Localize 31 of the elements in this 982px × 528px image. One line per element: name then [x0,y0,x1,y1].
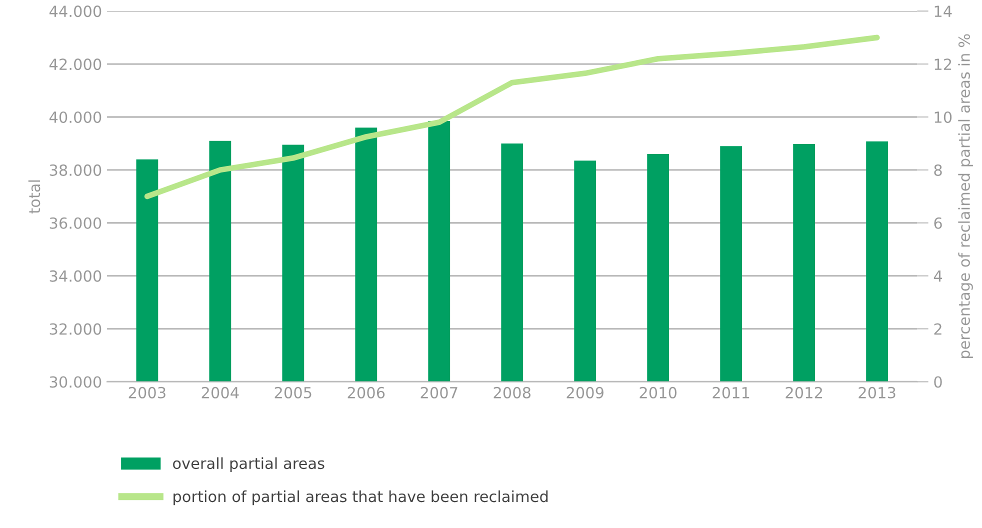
y2-tick-label: 6 [934,217,942,229]
y-tick-label: 38.000 [50,164,102,176]
x-tick-label: 2003 [128,386,166,398]
y2-tick-label: 12 [934,58,952,70]
x-tick-label: 2005 [274,386,312,398]
y-tick-label: 44.000 [49,6,102,18]
y-tick-label: 32.000 [50,323,102,335]
legend-label: overall partial areas [173,457,324,472]
y2-tick-label: 10 [934,111,952,124]
y2-axis-title: percentage of reclaimed partial areas in % [958,34,973,358]
x-tick-label: 2011 [712,386,750,398]
y-axis-title: total [28,180,40,214]
y2-tick-label: 0 [934,376,942,388]
y-tick-label: 36.000 [50,217,102,229]
y2-tick-label: 2 [934,323,942,335]
x-tick-label: 2007 [420,386,458,398]
y-tick-label: 42.000 [49,58,102,70]
y2-tick-label: 14 [934,6,952,17]
x-tick-label: 2013 [858,386,896,398]
x-tick-label: 2006 [348,386,385,398]
x-tick-label: 2004 [202,386,239,398]
x-tick-label: 2010 [640,386,677,398]
legend-label: portion of partial areas that have been reclaimed [174,490,548,506]
y2-tick-label: 4 [934,270,942,282]
y-tick-label: 40.000 [49,111,102,124]
x-tick-label: 2008 [494,386,531,398]
y-tick-label: 34.000 [50,270,102,282]
x-tick-label: 2009 [566,386,604,398]
x-tick-label: 2012 [786,386,822,398]
y-tick-label: 30.000 [50,376,102,388]
y2-tick-label: 8 [934,164,942,176]
